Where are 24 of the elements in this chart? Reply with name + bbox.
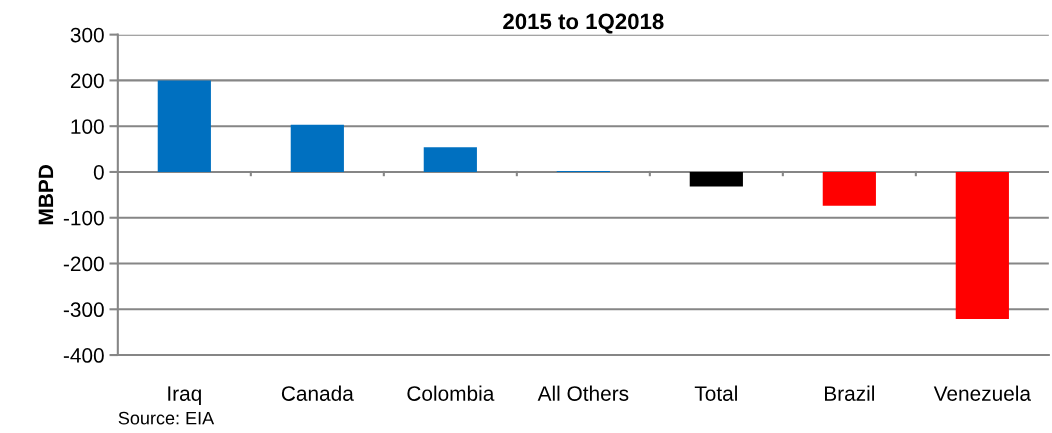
x-tick-label: Iraq	[168, 386, 201, 406]
bar	[423, 147, 477, 172]
chart-title: 2015 to 1Q2018	[503, 13, 664, 34]
y-tick-label: -300	[63, 302, 104, 318]
x-tick-label: Total	[694, 385, 737, 401]
y-tick-label: 300	[70, 27, 104, 43]
bar	[290, 124, 344, 172]
y-axis-title: MBPD	[38, 165, 54, 225]
x-tick-label: Canada	[281, 385, 354, 401]
bar	[689, 171, 743, 187]
bar	[955, 171, 1009, 319]
bar	[157, 80, 211, 172]
y-tick-label: 100	[71, 119, 104, 134]
y-tick-label: -100	[63, 210, 104, 226]
x-tick-label: Venezuela	[933, 385, 1031, 401]
source-note: Source: EIA	[118, 411, 215, 425]
y-tick-label: 200	[70, 73, 104, 89]
bar	[822, 171, 876, 206]
y-tick-label: 0	[93, 164, 104, 180]
x-tick-label: Brazil	[825, 385, 874, 401]
x-tick-label: Colombia	[407, 385, 495, 401]
y-tick-label: -200	[63, 256, 104, 272]
x-tick-label: All Others	[537, 385, 629, 401]
y-tick-label: -400	[63, 348, 104, 363]
